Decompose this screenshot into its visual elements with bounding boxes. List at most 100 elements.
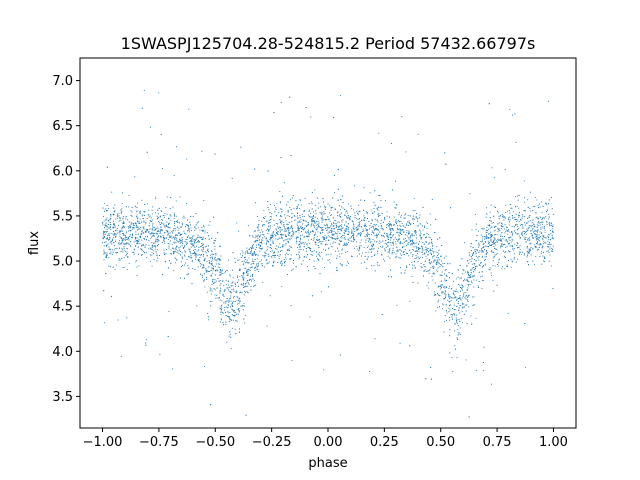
data-point <box>160 215 162 217</box>
data-point <box>528 251 530 253</box>
data-point <box>381 227 383 229</box>
data-point <box>188 229 190 231</box>
data-point <box>434 295 436 297</box>
data-point <box>337 269 339 271</box>
data-point <box>134 249 136 251</box>
data-point <box>424 269 426 271</box>
data-point <box>299 246 301 248</box>
data-point <box>491 244 493 246</box>
data-point <box>345 221 347 223</box>
data-point <box>188 108 190 110</box>
data-point <box>511 248 514 250</box>
data-point <box>493 230 495 232</box>
data-point <box>307 246 309 248</box>
data-point <box>452 370 454 373</box>
data-point <box>444 298 446 300</box>
data-point <box>132 223 135 225</box>
data-point <box>231 327 233 329</box>
data-point <box>524 210 526 212</box>
data-point <box>238 302 240 304</box>
data-point <box>218 259 220 261</box>
data-point <box>380 228 382 230</box>
data-point <box>203 280 205 282</box>
data-point <box>233 300 235 302</box>
data-point <box>538 246 540 248</box>
data-point <box>175 200 177 202</box>
data-point <box>142 226 144 228</box>
data-point <box>138 238 140 240</box>
data-point <box>401 254 403 256</box>
data-point <box>325 240 327 242</box>
data-point <box>508 238 510 240</box>
data-point <box>222 273 224 275</box>
data-point <box>412 241 414 243</box>
data-point <box>330 236 332 238</box>
data-point <box>476 239 478 241</box>
data-point <box>150 248 152 250</box>
data-point <box>353 185 355 187</box>
data-point <box>213 283 215 285</box>
data-point <box>536 246 538 248</box>
data-point <box>173 217 175 219</box>
data-point <box>403 217 405 219</box>
data-point <box>242 305 244 307</box>
data-point <box>212 279 214 281</box>
data-point <box>455 296 457 298</box>
data-point <box>390 269 392 271</box>
data-point <box>489 211 491 213</box>
data-point <box>372 248 374 250</box>
data-point <box>136 243 138 245</box>
data-point <box>358 204 360 206</box>
data-point <box>208 238 210 240</box>
data-point <box>214 240 216 242</box>
data-point <box>484 256 486 258</box>
data-point <box>343 234 345 236</box>
data-point <box>281 223 283 225</box>
data-point <box>283 221 285 224</box>
data-point <box>254 270 256 272</box>
data-point <box>426 248 428 250</box>
data-point <box>248 283 250 285</box>
data-point <box>328 231 330 233</box>
data-point <box>272 232 274 234</box>
data-point <box>290 236 292 238</box>
data-point <box>153 234 155 236</box>
data-point <box>548 234 550 236</box>
data-point <box>540 222 542 224</box>
data-point <box>365 228 367 230</box>
data-point <box>232 319 234 321</box>
data-point <box>465 279 467 281</box>
data-point <box>322 198 324 200</box>
data-point <box>546 209 548 211</box>
data-point <box>300 241 302 243</box>
data-point <box>172 247 174 249</box>
data-point <box>162 214 164 217</box>
data-point <box>227 303 229 306</box>
data-point <box>445 310 448 312</box>
data-point <box>417 282 419 284</box>
data-point <box>167 232 169 234</box>
data-point <box>506 229 508 231</box>
data-point <box>106 217 108 219</box>
data-point <box>540 227 542 229</box>
data-point <box>473 268 475 270</box>
data-point <box>248 252 250 254</box>
data-point <box>390 228 392 230</box>
data-point <box>279 220 281 222</box>
data-point <box>241 261 243 263</box>
data-point <box>117 216 119 218</box>
data-point <box>324 225 326 227</box>
data-point <box>192 244 194 246</box>
data-point <box>441 244 443 247</box>
data-point <box>298 230 300 232</box>
data-point <box>195 245 198 247</box>
data-point <box>448 335 451 337</box>
data-point <box>461 284 463 286</box>
data-point <box>261 239 263 241</box>
data-point <box>482 236 484 238</box>
data-point <box>548 251 550 253</box>
data-point <box>157 233 159 235</box>
data-point <box>268 222 270 224</box>
data-point <box>330 207 332 209</box>
data-point <box>109 237 111 239</box>
